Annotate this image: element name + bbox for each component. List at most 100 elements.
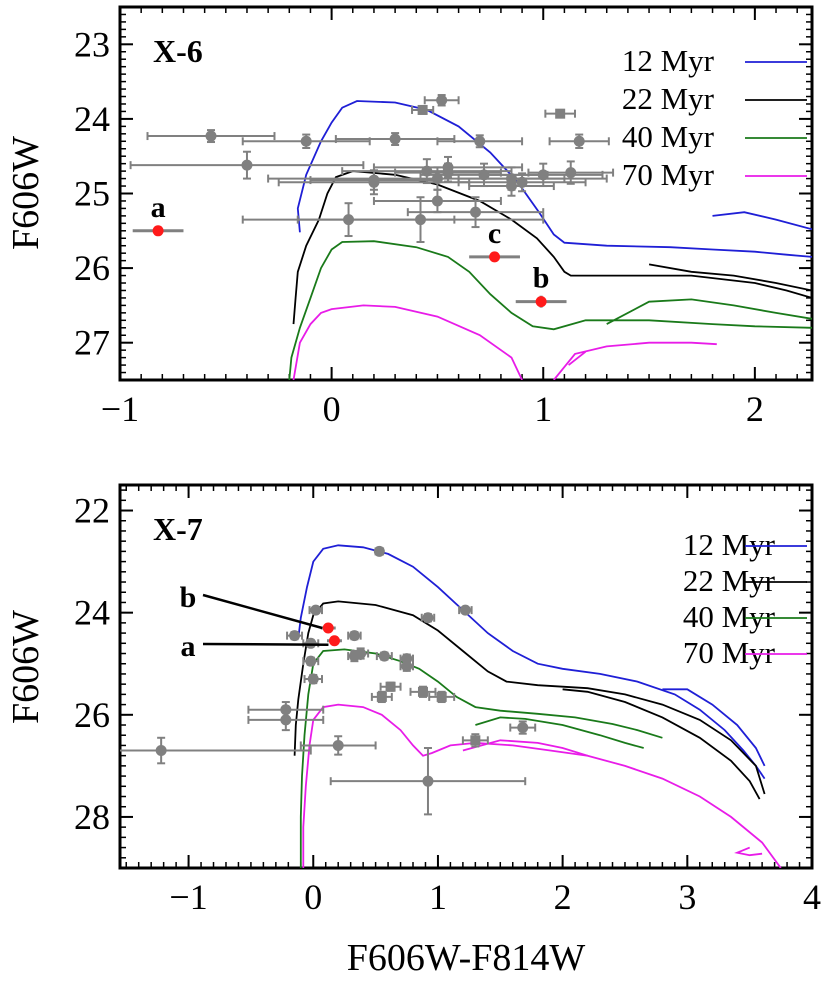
point-marker — [422, 612, 434, 624]
data-point — [299, 735, 377, 756]
data-point — [247, 701, 325, 719]
point-marker — [332, 739, 344, 751]
data-point — [241, 133, 371, 149]
point-marker — [280, 704, 292, 716]
point-marker — [289, 630, 301, 642]
point-marker — [417, 104, 428, 115]
isochrone-12-myr — [297, 544, 766, 780]
highlight-points: ba — [180, 581, 342, 663]
highlight-point-b — [515, 295, 567, 308]
highlight-points: a cb — [132, 191, 567, 308]
point-marker — [516, 176, 528, 188]
data-point — [334, 132, 456, 147]
data-point — [347, 630, 362, 642]
data-point — [303, 673, 323, 685]
data-point — [544, 108, 576, 119]
data-point — [296, 196, 545, 243]
highlight-point-a — [132, 225, 184, 237]
legend-label: 70 Myr — [622, 157, 715, 192]
point-marker — [376, 691, 387, 702]
legend-label: 40 Myr — [683, 599, 776, 634]
x-tick-label: 3 — [678, 877, 696, 917]
point-marker — [422, 775, 434, 787]
data-point — [129, 150, 365, 180]
x-tick-label: 0 — [323, 389, 341, 429]
x-tick-label: 4 — [803, 877, 821, 917]
point-marker — [155, 745, 167, 757]
data-point — [423, 94, 460, 107]
point-label-b: b — [180, 581, 197, 614]
y-tick-label: 28 — [74, 797, 110, 837]
isochrone-12-myr — [296, 100, 812, 258]
isochrone-40-myr — [475, 716, 644, 749]
isochrone-70-myr — [734, 846, 763, 857]
isochrone-70-myr — [568, 350, 587, 366]
isochrone-22-myr — [648, 263, 812, 292]
data-point — [420, 612, 436, 624]
point-marker — [436, 94, 448, 106]
data-point — [406, 196, 545, 229]
y-tick-label: 26 — [74, 695, 110, 735]
data-point — [457, 172, 587, 193]
point-marker — [305, 655, 317, 667]
legend-label: 22 Myr — [622, 81, 715, 116]
data-points — [129, 94, 615, 243]
annotation-line — [202, 593, 323, 630]
data-point — [399, 660, 415, 672]
point-marker — [205, 130, 217, 142]
x-tick-label: 1 — [429, 877, 447, 917]
point-marker — [470, 735, 481, 746]
point-marker — [307, 673, 319, 685]
isochrones — [293, 544, 782, 868]
isochrone-40-myr — [299, 648, 663, 868]
data-point — [352, 647, 370, 660]
isochrone-12-myr — [662, 688, 766, 767]
legend-label: 40 Myr — [622, 119, 715, 154]
isochrone-40-myr — [606, 298, 812, 325]
point-marker — [305, 637, 317, 649]
data-point — [379, 681, 402, 692]
data-point — [436, 134, 524, 149]
plot-frame — [118, 483, 814, 870]
highlight-point-b — [320, 622, 336, 634]
legend-label: 12 Myr — [683, 527, 776, 562]
isochrone-40-myr — [288, 240, 812, 380]
data-point — [461, 733, 489, 748]
y-axis-label: F606W — [5, 610, 47, 724]
data-point — [267, 166, 608, 191]
x-tick-label: −1 — [169, 877, 207, 917]
data-point — [372, 188, 502, 214]
point-marker — [431, 173, 443, 185]
isochrones — [288, 100, 812, 380]
point-marker — [348, 630, 360, 642]
point-marker — [431, 195, 443, 207]
point-marker — [378, 650, 390, 662]
point-label-a: a — [181, 630, 196, 663]
point-marker — [241, 159, 253, 171]
point-marker — [401, 660, 413, 672]
x-tick-label: 0 — [304, 877, 322, 917]
point-marker — [565, 167, 577, 179]
data-point — [375, 650, 393, 662]
data-point — [409, 685, 437, 698]
point-marker — [415, 214, 427, 226]
point-label-c: c — [488, 217, 501, 250]
data-point — [548, 133, 610, 149]
y-tick-label: 24 — [74, 99, 110, 139]
x-tick-label: −1 — [101, 389, 139, 429]
data-point — [458, 604, 473, 616]
point-marker — [300, 135, 312, 147]
y-tick-label: 27 — [74, 323, 110, 363]
y-tick-label: 24 — [74, 593, 110, 633]
point-marker — [517, 722, 529, 734]
point-marker — [355, 648, 367, 660]
panel-label: X-7 — [153, 511, 203, 547]
point-marker — [310, 604, 322, 616]
legend-label: 12 Myr — [622, 43, 715, 78]
isochrone-70-myr — [292, 304, 523, 380]
x-axis-label: F606W-F814W — [347, 937, 586, 979]
x-tick-label: 2 — [746, 389, 764, 429]
